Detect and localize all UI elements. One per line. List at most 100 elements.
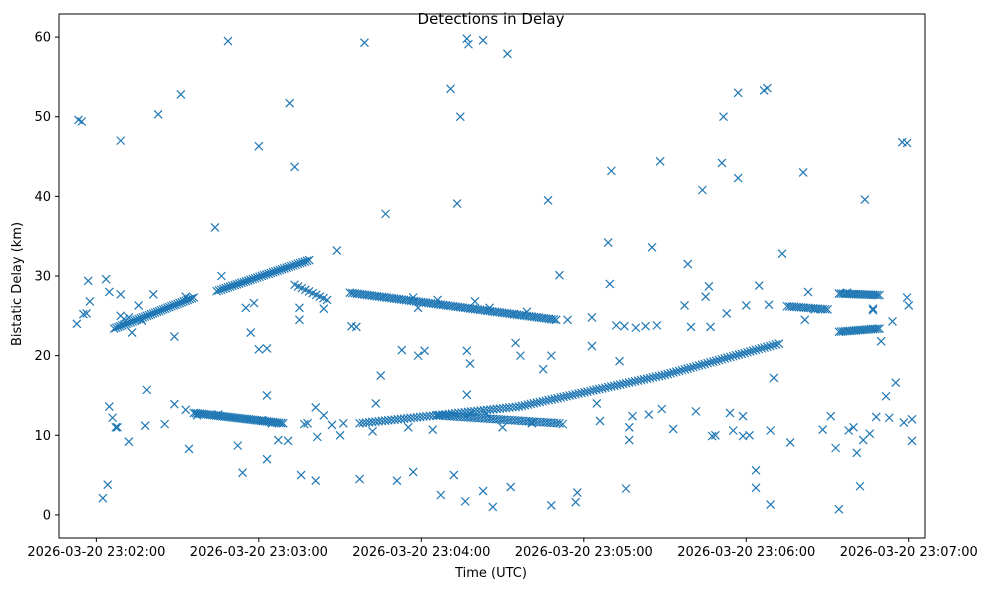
detection-point [538,364,548,374]
detection-point [462,390,472,400]
detection-point [706,357,715,367]
detection-point [725,408,735,418]
detection-point [754,281,764,290]
detection-point [902,293,912,302]
detection-point [108,413,118,423]
y-tick-label: 60 [34,31,51,46]
detection-point [700,359,710,369]
detection-point [571,497,581,507]
detection-point [668,368,678,377]
detection-point [355,474,365,484]
detection-point [311,402,321,412]
detection-point [169,332,179,341]
detection-point [720,354,730,363]
detection-point [113,422,122,432]
detection-point [303,418,313,428]
detection-point [351,322,361,332]
y-axis-label: Bistatic Delay (km) [10,222,25,346]
detection-point [116,136,126,146]
detection-point [465,359,475,369]
y-tick-label: 30 [34,270,51,285]
detection-point [262,391,272,400]
detection-point [615,356,624,366]
detection-point [868,305,878,315]
detection-point [464,39,473,49]
detection-point [907,414,917,424]
detection-point [800,315,810,325]
detection-point [338,418,348,428]
detection-point [777,249,787,259]
detection-point [671,367,681,377]
detection-point [241,303,251,313]
detection-point [660,370,670,380]
detection-point [765,341,775,351]
detection-point [319,304,329,314]
detection-point [891,378,901,388]
detection-point [694,361,704,370]
detection-point [697,360,707,370]
detection-point [552,418,562,428]
detection-point [488,502,498,512]
detection-point [506,482,516,492]
detection-point [254,344,264,354]
chart-title: Detections in Delay [418,10,565,28]
detection-point [655,156,665,166]
detection-point [295,303,304,313]
detection-point [707,431,717,441]
x-tick-label: 2026-03-20 23:03:00 [190,545,328,560]
detection-point [733,173,743,183]
detection-point [764,300,774,310]
detection-point [757,343,767,353]
detection-point [733,88,743,98]
detection-point [691,361,701,371]
detection-point [420,346,429,356]
y-tick-label: 50 [34,110,51,125]
detection-point [408,467,418,477]
detection-point [697,185,707,195]
detection-point [737,349,747,359]
detection-point [734,350,744,359]
y-tick-label: 20 [34,349,51,364]
detection-point [381,209,391,219]
detection-point [803,287,813,297]
detection-point [902,138,912,148]
detection-point [327,420,337,430]
detection-point [322,295,332,305]
detection-point [831,443,841,453]
x-tick-label: 2026-03-20 23:04:00 [352,545,490,560]
detection-point [436,490,446,500]
x-axis: 2026-03-20 23:02:00 2026-03-20 23:03:00 20… [27,538,978,560]
detection-point [624,422,634,432]
detection-point [360,38,369,48]
detection-point [511,338,520,348]
detection-point [452,199,462,208]
detection-point [674,366,684,376]
detection-point [103,480,113,490]
detection-point [738,431,748,441]
x-tick-label: 2026-03-20 23:05:00 [515,545,653,560]
detection-point [703,358,713,368]
detection-point [262,344,272,353]
detection-point [899,418,909,427]
detection-point [254,141,264,151]
detection-point [104,402,114,412]
detection-point [875,324,884,333]
detection-point [907,436,917,446]
detection-point [116,289,126,299]
detection-point [210,222,220,232]
detection-point [572,488,582,498]
detection-point [124,437,134,447]
detection-point [657,371,667,380]
detection-point [719,112,728,122]
detection-point [332,246,342,255]
detection-point [546,351,556,361]
detection-point [872,324,882,334]
detection-point [644,410,654,419]
detection-point [98,493,108,503]
points-layer [72,34,917,514]
detection-point [376,371,386,380]
detection-point [875,290,884,300]
detection-point [478,35,488,45]
detection-point [72,319,82,329]
